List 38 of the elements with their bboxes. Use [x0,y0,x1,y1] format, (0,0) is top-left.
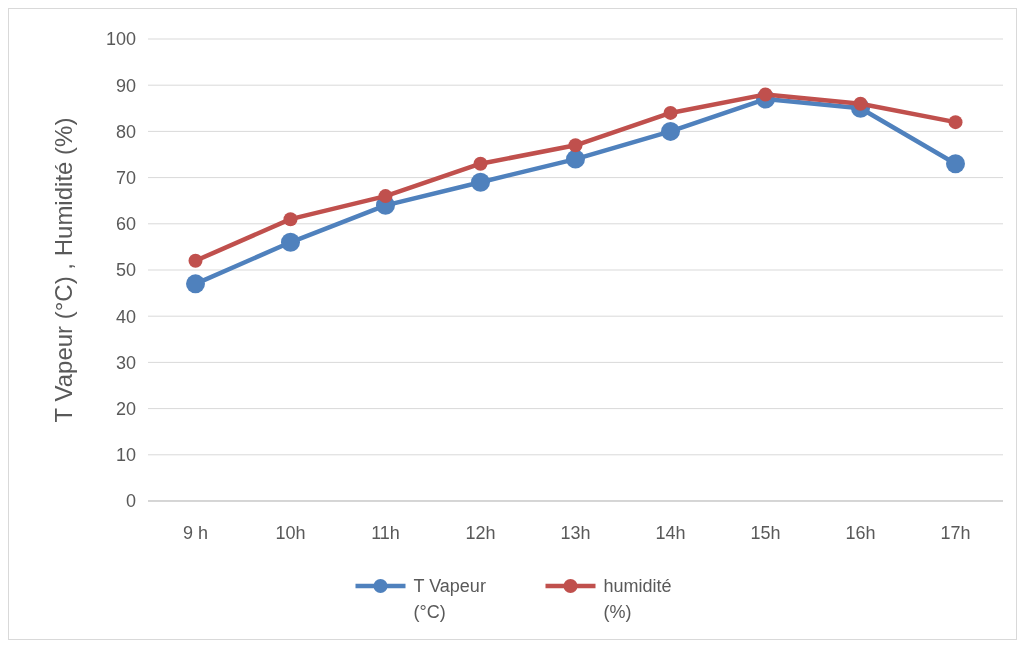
y-tick-label: 30 [115,352,136,373]
x-tick-label: 10h [275,523,306,543]
point [188,253,203,268]
x-tick-label: 14h [655,523,686,543]
point [378,189,393,204]
point [471,172,490,192]
y-tick-label: 10 [115,445,136,466]
point [568,138,583,153]
x-tick-label: 17h [940,523,971,543]
y-tick-label: 50 [115,260,136,281]
x-tick-label: 12h [465,523,496,543]
y-tick-label: 40 [115,306,136,327]
y-tick-label: 100 [105,29,136,50]
x-tick-label: 11h [371,523,400,543]
point [946,154,965,174]
legend-label: humidité (%) [603,576,672,622]
x-tick-label: 9 h [182,523,209,543]
y-tick-label: 20 [115,398,136,419]
x-tick-label: 13h [560,523,591,543]
point [948,115,963,130]
y-tick-label: 60 [115,214,136,235]
point [661,121,680,141]
y-tick-label: 0 [125,491,136,512]
x-tick-label: 15h [750,523,781,543]
point [186,274,205,294]
x-tick-label: 16h [845,523,876,543]
point [663,105,678,120]
y-tick-label: 70 [115,167,136,188]
point [566,149,585,169]
point [853,96,868,111]
point [283,212,298,227]
point [473,156,488,171]
point [281,232,300,252]
y-tick-label: 80 [115,121,136,142]
point [758,87,773,102]
y-tick-label: 90 [115,75,136,96]
legend-label: T Vapeur (°C) [413,576,486,622]
y-axis-title: T Vapeur (°C) , Humidité (%) [50,117,77,423]
